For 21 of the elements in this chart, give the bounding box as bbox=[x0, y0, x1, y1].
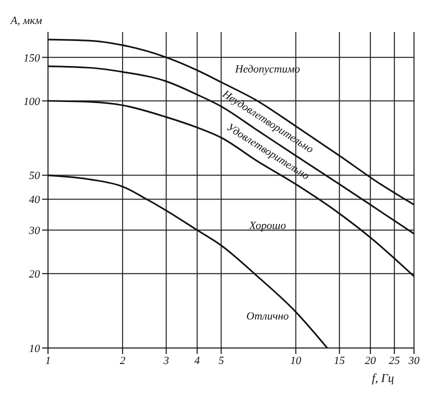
x-tick-label: 30 bbox=[408, 354, 420, 367]
x-tick-label: 5 bbox=[218, 354, 224, 367]
y-tick-label: 40 bbox=[29, 194, 40, 206]
y-tick-label: 20 bbox=[29, 268, 40, 281]
y-tick-label: 30 bbox=[28, 225, 40, 237]
x-tick-label: 2 bbox=[120, 354, 126, 367]
x-tick-label: 10 bbox=[290, 354, 302, 367]
y-tick-label: 150 bbox=[24, 52, 40, 64]
y-tick-label: 50 bbox=[29, 170, 40, 182]
x-tick-label: 20 bbox=[364, 354, 376, 367]
x-tick-label: 15 bbox=[334, 354, 346, 367]
annotation: Отлично bbox=[246, 310, 290, 322]
x-axis-title: f, Гц bbox=[372, 371, 394, 385]
y-tick-label: 10 bbox=[29, 342, 40, 355]
y-axis-title: A, мкм bbox=[10, 15, 42, 27]
x-tick-label: 25 bbox=[388, 354, 400, 367]
y-tick-label: 100 bbox=[24, 96, 40, 108]
x-tick-label: 1 bbox=[45, 354, 51, 367]
x-tick-label: 4 bbox=[194, 354, 200, 367]
x-tick-label: 3 bbox=[162, 354, 170, 367]
annotation: Хорошо bbox=[248, 220, 286, 232]
